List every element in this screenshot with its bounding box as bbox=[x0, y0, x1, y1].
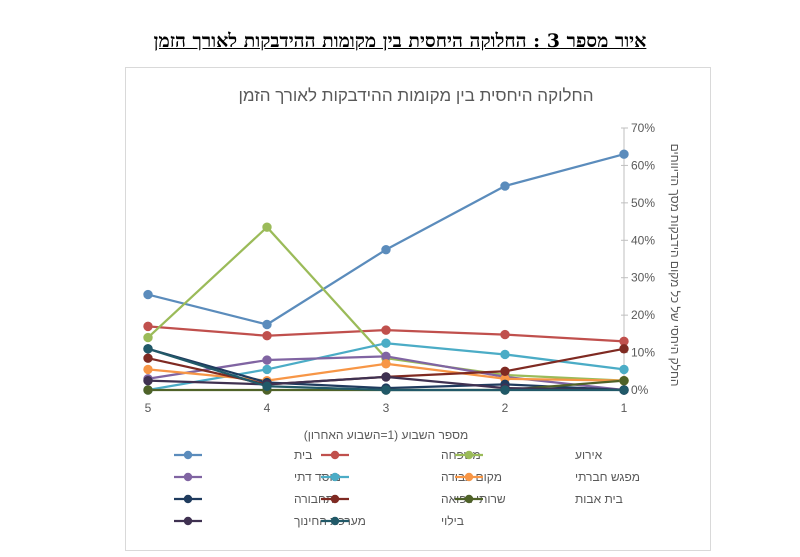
x-axis-title: מספר השבוע (1=השבוע האחרון) bbox=[304, 428, 468, 442]
y-tick-label: 70% bbox=[631, 121, 655, 135]
figure-caption: איור מספר 3 : החלוקה היחסית בין מקומות ה… bbox=[153, 30, 647, 52]
data-point bbox=[500, 366, 510, 376]
y-tick-label: 50% bbox=[631, 196, 655, 210]
data-point bbox=[381, 244, 391, 255]
data-point bbox=[619, 149, 629, 159]
x-tick-label: 3 bbox=[383, 401, 390, 415]
data-point bbox=[143, 364, 153, 375]
data-point bbox=[381, 372, 391, 382]
data-point bbox=[500, 349, 510, 360]
data-point bbox=[143, 353, 153, 363]
data-point bbox=[262, 331, 272, 341]
legend-label: תחבורה bbox=[294, 492, 334, 506]
y-tick-label: 0% bbox=[631, 383, 649, 397]
data-point bbox=[262, 364, 272, 375]
x-tick-label: 4 bbox=[264, 401, 271, 415]
x-tick-label: 2 bbox=[502, 401, 509, 415]
legend-swatch-marker bbox=[464, 450, 474, 460]
chart-frame: החלוקה היחסית בין מקומות ההידבקות לאורך … bbox=[125, 67, 711, 551]
series-line bbox=[147, 153, 625, 326]
legend-swatch-marker bbox=[330, 472, 340, 482]
y-axis-title: החלק היחסי של כל מקום הידבקות מסך הדיווח… bbox=[668, 144, 682, 387]
data-point bbox=[619, 364, 629, 375]
series-points bbox=[143, 149, 629, 395]
data-point bbox=[262, 355, 272, 365]
x-tick-label: 1 bbox=[621, 401, 628, 415]
data-point bbox=[500, 181, 510, 191]
legend-label: מפגש חברתי bbox=[575, 470, 640, 484]
legend-swatch-marker bbox=[183, 516, 193, 526]
data-point bbox=[143, 332, 153, 343]
data-point bbox=[262, 381, 272, 391]
data-point bbox=[381, 385, 391, 395]
data-point bbox=[143, 289, 153, 300]
y-tick-label: 40% bbox=[631, 233, 655, 247]
line-chart: החלוקה היחסית בין מקומות ההידבקות לאורך … bbox=[143, 86, 682, 528]
legend-swatch-marker bbox=[183, 472, 193, 482]
y-tick-label: 10% bbox=[631, 346, 655, 360]
data-point bbox=[262, 319, 272, 330]
data-point bbox=[381, 359, 391, 369]
legend-swatch-marker bbox=[183, 450, 193, 460]
data-point bbox=[381, 338, 391, 348]
legend-label: אירוע bbox=[575, 448, 603, 462]
legend-label: מוסד דתי bbox=[294, 470, 341, 484]
y-tick-label: 60% bbox=[631, 158, 655, 172]
y-tick-label: 30% bbox=[631, 271, 655, 285]
legend-swatch-marker bbox=[330, 450, 340, 460]
data-point bbox=[619, 385, 629, 395]
data-point bbox=[143, 321, 153, 332]
data-point bbox=[500, 385, 510, 395]
legend-label: בית bbox=[294, 448, 312, 462]
legend-label: בית אבות bbox=[575, 492, 623, 506]
data-point bbox=[143, 375, 153, 386]
legend-label: בילוי bbox=[441, 514, 464, 528]
data-point bbox=[619, 344, 629, 354]
legend-swatch-marker bbox=[330, 494, 340, 504]
data-point bbox=[619, 375, 629, 386]
data-point bbox=[143, 385, 153, 395]
data-point bbox=[381, 325, 391, 335]
y-tick-label: 20% bbox=[631, 308, 655, 322]
data-point bbox=[262, 222, 272, 232]
legend-swatch-marker bbox=[183, 494, 193, 504]
legend-swatch-marker bbox=[330, 516, 340, 526]
x-tick-label: 5 bbox=[145, 401, 152, 415]
data-point bbox=[143, 344, 153, 354]
legend-swatch-marker bbox=[464, 472, 474, 482]
legend-swatch-marker bbox=[464, 494, 474, 504]
chart-title: החלוקה היחסית בין מקומות ההידבקות לאורך … bbox=[238, 86, 593, 105]
data-point bbox=[500, 329, 510, 340]
